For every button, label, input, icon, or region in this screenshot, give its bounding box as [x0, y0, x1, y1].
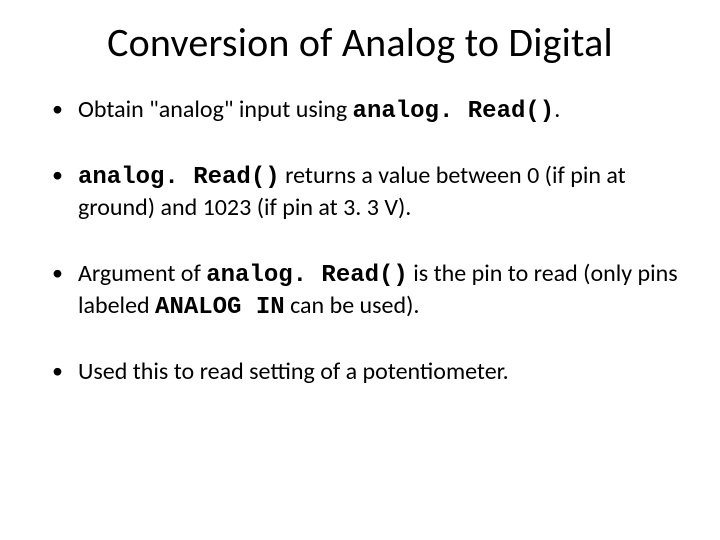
- bullet-text: can be used).: [285, 291, 420, 320]
- code-span: ANALOG IN: [155, 294, 285, 321]
- code-span: analog. Read(): [206, 262, 408, 289]
- bullet-list: Obtain "analog" input using analog. Read…: [40, 95, 680, 389]
- list-item: Obtain "analog" input using analog. Read…: [40, 95, 680, 127]
- bullet-text: Used this to read setting of a potentiom…: [78, 357, 509, 386]
- bullet-text: Argument of: [78, 259, 206, 288]
- list-item: analog. Read() returns a value between 0…: [40, 161, 680, 225]
- code-span: analog. Read(): [353, 98, 555, 125]
- code-span: analog. Read(): [78, 164, 280, 191]
- slide: Conversion of Analog to Digital Obtain "…: [0, 0, 720, 540]
- bullet-text: Obtain "analog" input using: [78, 95, 353, 124]
- slide-title: Conversion of Analog to Digital: [40, 18, 680, 67]
- bullet-text: .: [554, 95, 560, 124]
- list-item: Used this to read setting of a potentiom…: [40, 357, 680, 389]
- list-item: Argument of analog. Read() is the pin to…: [40, 259, 680, 323]
